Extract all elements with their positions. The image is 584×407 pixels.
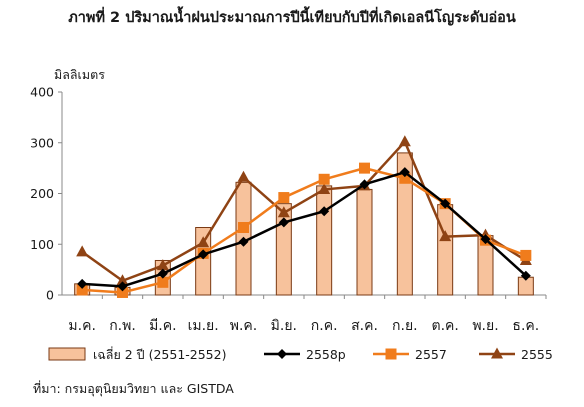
y-tick-label: 0 — [46, 288, 54, 303]
series-line-2555 — [81, 140, 527, 283]
point-2557 — [359, 162, 370, 174]
point-2558p — [198, 249, 209, 260]
point-2555 — [116, 274, 129, 286]
bar — [356, 188, 373, 296]
point-2555 — [237, 170, 250, 182]
point-2557 — [117, 286, 128, 298]
point-2558p — [440, 198, 451, 209]
chart-title: ภาพที่ 2 ปริมาณน้ำฝนประมาณการปีนี้เทียบก… — [68, 10, 516, 26]
point-2555 — [156, 259, 169, 271]
x-tick-label: ก.ค. — [311, 318, 338, 334]
point-2558p — [157, 268, 168, 279]
x-tick-label: ก.พ. — [109, 318, 136, 334]
y-tick-label: 300 — [30, 135, 54, 150]
bar — [396, 152, 413, 296]
x-tick-label: ก.ย. — [392, 318, 418, 334]
point-2558p — [238, 236, 249, 247]
x-tick-label: เม.ย. — [188, 318, 219, 334]
y-tick-label: 100 — [30, 237, 54, 252]
series-line-2557 — [82, 166, 527, 294]
axes — [58, 91, 547, 299]
point-2557 — [520, 249, 532, 261]
point-2555 — [76, 245, 89, 257]
point-2557 — [318, 173, 330, 185]
legend-swatch-bar — [48, 347, 86, 361]
labels-layer: มิลลิเมตร 0 100 200 300 400 ม.ค. ก.พ. มี.ค. เม.ย.… — [30, 67, 539, 334]
point-2557 — [399, 172, 411, 184]
y-tick-label: 200 — [30, 186, 54, 201]
point-2557 — [157, 276, 169, 288]
bar — [275, 203, 292, 296]
y-tick-label: 400 — [30, 85, 54, 100]
point-2558p — [319, 206, 330, 217]
x-tick-label: พ.ย. — [472, 318, 498, 334]
point-2555 — [277, 206, 290, 218]
point-2558p — [480, 234, 491, 245]
point-2557 — [238, 222, 249, 234]
x-tick-label: ธ.ค. — [512, 318, 539, 334]
legend-label: 2555 — [521, 347, 553, 362]
legend-marker-2557 — [385, 348, 397, 360]
point-2557 — [76, 284, 88, 296]
legend-label: เฉลี่ย 2 ปี (2551-2552) — [93, 346, 226, 362]
legend-marker-2555 — [491, 347, 503, 359]
x-tick-label: พ.ค. — [230, 318, 258, 334]
legend-marker-2558p — [277, 349, 287, 359]
point-2558p — [77, 278, 88, 289]
point-2555 — [439, 230, 452, 242]
point-2558p — [278, 217, 289, 228]
point-2555 — [318, 182, 331, 194]
point-2558p — [520, 270, 531, 281]
bar — [316, 185, 333, 296]
point-2557 — [278, 192, 290, 204]
legend-label: 2558p — [306, 347, 346, 362]
point-2555 — [398, 135, 411, 147]
x-tick-label: ต.ค. — [431, 318, 458, 334]
source-note: ที่มา: กรมอุตุนิยมวิทยา และ GISTDA — [33, 381, 234, 396]
series-line-2558p — [82, 170, 527, 288]
x-tick-label: มี.ค. — [149, 318, 177, 334]
point-2558p — [399, 167, 410, 178]
x-tick-label: มิ.ย. — [271, 318, 297, 334]
point-2555 — [197, 236, 210, 248]
x-tick-label: ส.ค. — [351, 318, 378, 334]
point-2558p — [359, 179, 370, 190]
point-2558p — [117, 281, 128, 292]
bar — [437, 204, 454, 296]
lines-layer — [76, 135, 532, 298]
y-axis-label: มิลลิเมตร — [54, 67, 105, 82]
legend-label: 2557 — [415, 347, 447, 362]
x-tick-label: ม.ค. — [68, 318, 96, 334]
legend: เฉลี่ย 2 ปี (2551-2552) 2558p 2557 2555 — [48, 346, 553, 362]
